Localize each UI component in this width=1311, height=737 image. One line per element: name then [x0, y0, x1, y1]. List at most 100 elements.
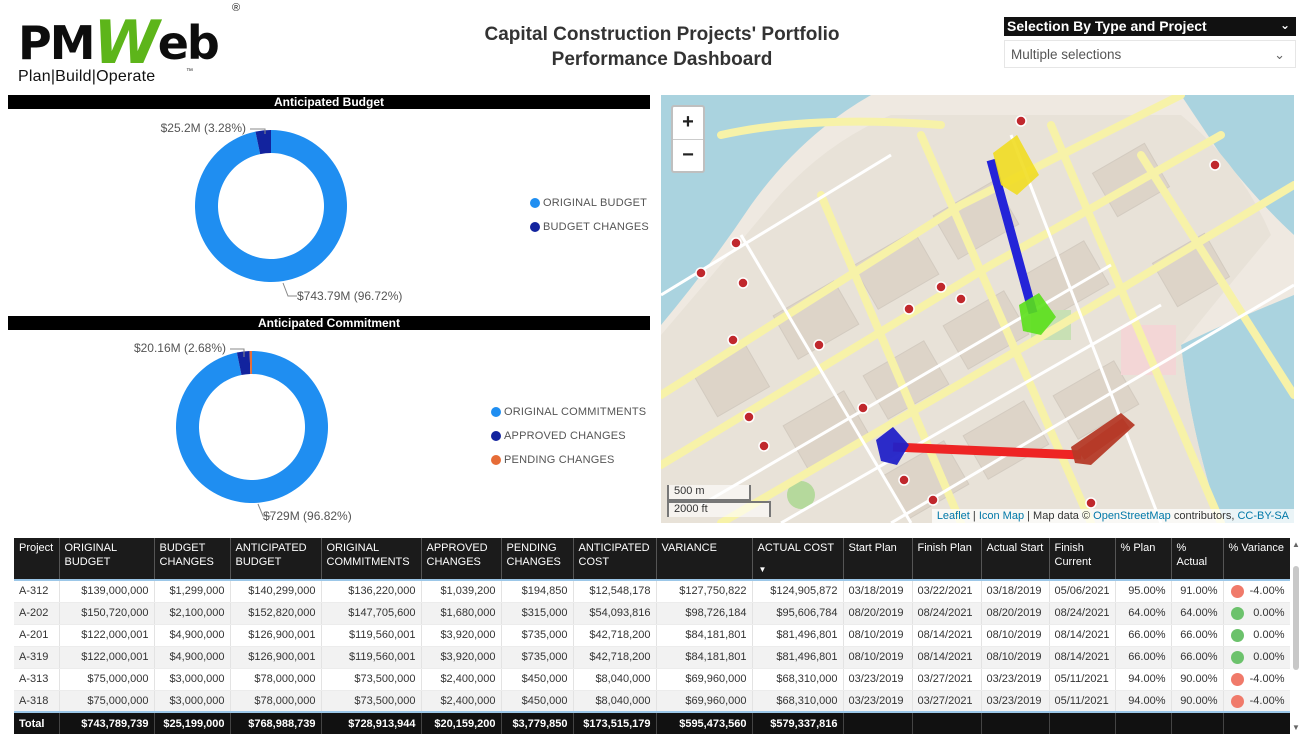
table-cell: A-313 [14, 668, 60, 691]
scroll-up-icon[interactable]: ▲ [1292, 540, 1300, 549]
table-cell: $3,000,000 [154, 690, 231, 713]
column-header[interactable]: Finish Current [1049, 538, 1116, 580]
table-cell: $119,560,001 [321, 624, 422, 647]
slicer-dropdown[interactable]: Multiple selections ⌄ [1004, 40, 1296, 68]
table-cell: 08/24/2021 [1049, 602, 1116, 625]
table-cell: $75,000,000 [59, 690, 155, 713]
table-cell: 05/06/2021 [1049, 579, 1116, 603]
column-header[interactable]: % Variance [1223, 538, 1290, 580]
sort-descending-icon[interactable]: ▼ [758, 565, 767, 574]
total-cell: $173,515,179 [573, 711, 657, 734]
project-location-map[interactable]: + − 500 m 2000 ft Leaflet | Icon Map | M… [661, 95, 1294, 523]
project-site-blue[interactable] [876, 427, 909, 465]
data-label-leader-line [250, 128, 266, 134]
anticipated-commitment-legend: ORIGINAL COMMITMENTS APPROVED CHANGES PE… [491, 400, 646, 472]
column-header[interactable]: ORIGINAL COMMITMENTS [321, 538, 422, 580]
table-cell: $78,000,000 [230, 690, 322, 713]
column-header[interactable]: VARIANCE [656, 538, 753, 580]
openstreetmap-link[interactable]: OpenStreetMap [1093, 510, 1171, 522]
project-route-line [986, 158, 1038, 315]
zoom-out-button[interactable]: − [673, 139, 703, 171]
column-header[interactable]: ANTICIPATED BUDGET [230, 538, 322, 580]
table-cell: $73,500,000 [321, 668, 422, 691]
legend-dot [530, 198, 540, 208]
column-header[interactable]: Finish Plan [912, 538, 982, 580]
table-cell: 08/14/2021 [912, 624, 982, 647]
table-cell: $119,560,001 [321, 646, 422, 669]
donut-slice-pending-changes[interactable] [249, 351, 252, 375]
legend-item[interactable]: ORIGINAL BUDGET [530, 191, 649, 215]
table-row[interactable]: A-319 $122,000,001 $4,900,000 $126,900,001 $… [14, 646, 1290, 669]
legend-item[interactable]: ORIGINAL COMMITMENTS [491, 400, 646, 424]
table-cell: 90.00% [1171, 668, 1224, 691]
column-header[interactable]: APPROVED CHANGES [421, 538, 502, 580]
column-header-label: % Variance [1228, 542, 1284, 554]
column-header[interactable]: % Plan [1115, 538, 1172, 580]
donut-slice-budget-changes[interactable] [255, 130, 271, 155]
donut-slice-approved-changes[interactable] [236, 351, 251, 376]
chevron-down-icon[interactable]: ⌄ [1274, 47, 1285, 62]
chevron-down-icon[interactable]: ⌄ [1279, 18, 1290, 32]
table-scrollbar[interactable]: ▲ ▼ [1292, 540, 1300, 732]
total-cell: $595,473,560 [656, 711, 753, 734]
dashboard-title-line1: Capital Construction Projects' Portfolio [484, 24, 840, 45]
legend-item[interactable]: PENDING CHANGES [491, 448, 646, 472]
data-label: $20.16M (2.68%) [134, 341, 226, 355]
table-cell: $3,920,000 [421, 646, 502, 669]
total-cell: $25,199,000 [154, 711, 231, 734]
project-site-brown[interactable] [1071, 413, 1135, 465]
table-cell: $68,310,000 [752, 690, 844, 713]
table-cell: 05/11/2021 [1049, 668, 1116, 691]
donut-slice-original-budget[interactable] [195, 130, 347, 282]
column-header[interactable]: ANTICIPATED COST [573, 538, 657, 580]
table-cell: 03/23/2019 [843, 668, 913, 691]
zoom-in-button[interactable]: + [682, 111, 694, 133]
column-header[interactable]: Actual Start [981, 538, 1050, 580]
table-cell: A-312 [14, 579, 60, 603]
legend-item[interactable]: APPROVED CHANGES [491, 424, 646, 448]
slicer-header[interactable]: Selection By Type and Project ⌄ [1004, 17, 1296, 36]
table-cell: $122,000,001 [59, 646, 155, 669]
table-row[interactable]: A-202 $150,720,000 $2,100,000 $152,820,000 $… [14, 602, 1290, 625]
column-header[interactable]: % Actual [1171, 538, 1224, 580]
total-cell [912, 711, 982, 734]
column-header[interactable]: Project [14, 538, 60, 580]
table-row[interactable]: A-313 $75,000,000 $3,000,000 $78,000,000 $73… [14, 668, 1290, 691]
project-site-green[interactable] [1019, 293, 1056, 335]
project-site-yellow[interactable] [993, 135, 1039, 195]
license-link[interactable]: CC-BY-SA [1237, 510, 1289, 522]
variance-status-icon [1230, 606, 1244, 620]
data-label: $743.79M (96.72%) [297, 289, 402, 303]
column-header[interactable]: ORIGINAL BUDGET [59, 538, 155, 580]
column-header[interactable]: PENDING CHANGES [501, 538, 574, 580]
column-header-label: Start Plan [848, 542, 897, 554]
table-cell: $42,718,200 [573, 646, 657, 669]
dashboard-title-line2: Performance Dashboard [551, 49, 773, 70]
table-cell: 08/24/2021 [912, 602, 982, 625]
donut-slice-original-commitments[interactable] [176, 351, 329, 503]
table-row[interactable]: A-312 $139,000,000 $1,299,000 $140,299,000 $… [14, 579, 1290, 603]
column-header[interactable]: BUDGET CHANGES [154, 538, 231, 580]
data-label-leader-line [230, 348, 245, 357]
column-header[interactable]: ACTUAL COST ▼ [752, 538, 844, 580]
icon-map-link[interactable]: Icon Map [978, 510, 1025, 522]
total-cell: $3,779,850 [501, 711, 574, 734]
logo-trademark: ™ [186, 68, 193, 75]
leaflet-link[interactable]: Leaflet [936, 510, 970, 522]
table-cell: 08/14/2021 [1049, 624, 1116, 647]
legend-dot [491, 455, 501, 465]
column-header-label: ORIGINAL BUDGET [64, 542, 117, 568]
legend-dot [491, 407, 501, 417]
project-route-line [892, 442, 1082, 460]
legend-item[interactable]: BUDGET CHANGES [530, 215, 649, 239]
scrollbar-thumb[interactable] [1293, 566, 1299, 670]
table-cell: $122,000,001 [59, 624, 155, 647]
scroll-down-icon[interactable]: ▼ [1292, 723, 1300, 732]
column-header[interactable]: Start Plan [843, 538, 913, 580]
table-row[interactable]: A-318 $75,000,000 $3,000,000 $78,000,000 $73… [14, 690, 1290, 713]
table-header-row: Project ORIGINAL BUDGET BUDGET CHANGES ANTI… [14, 538, 1290, 580]
table-cell: 94.00% [1115, 668, 1172, 691]
table-row[interactable]: A-201 $122,000,001 $4,900,000 $126,900,001 $… [14, 624, 1290, 647]
total-cell [1115, 711, 1172, 734]
table-cell: $152,820,000 [230, 602, 322, 625]
